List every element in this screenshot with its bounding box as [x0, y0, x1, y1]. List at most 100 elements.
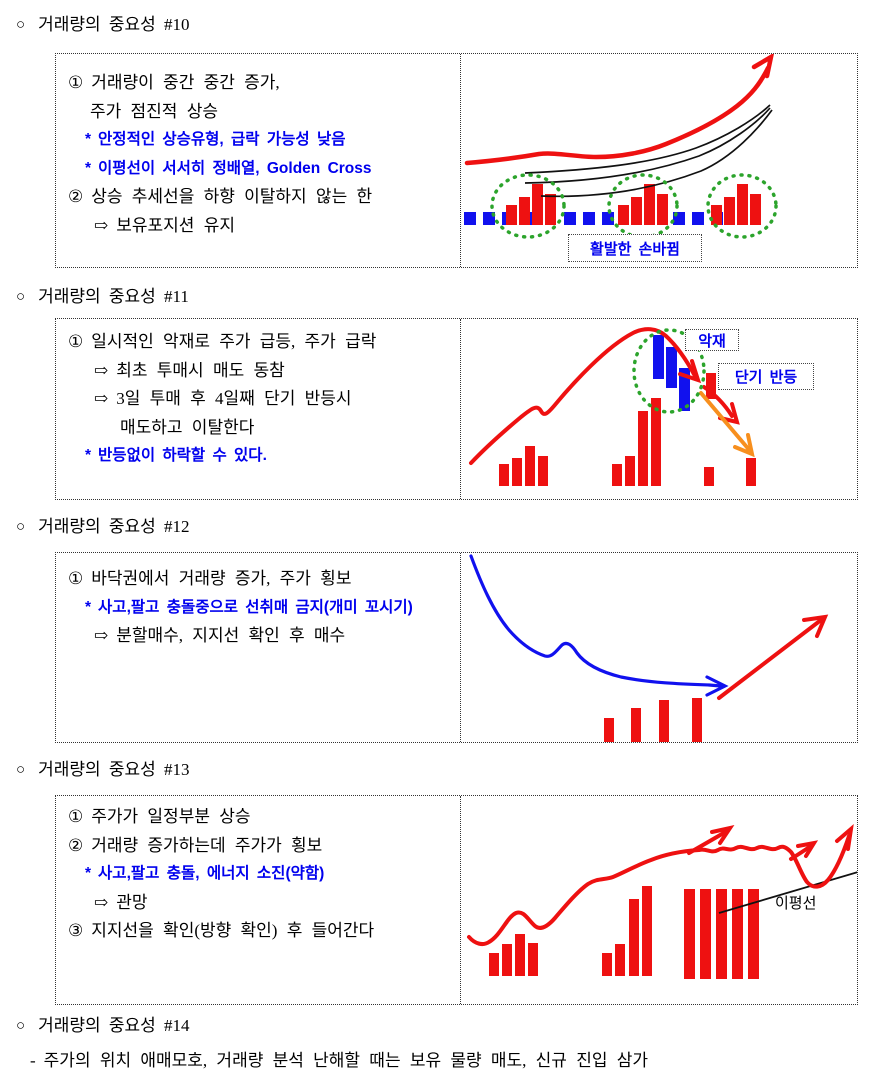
accumulation-circles [490, 173, 778, 239]
note-line: ② 상승 추세선을 하향 이탈하지 않는 한 [56, 183, 460, 212]
price-curve [469, 554, 729, 697]
price-curve [464, 54, 774, 166]
section-11-chart: 악재 단기 반등 [460, 319, 857, 499]
line-text: 최초 투매시 매도 동참 [116, 360, 285, 380]
circle-bullet-icon: ○ [16, 1018, 26, 1034]
circle-bullet-icon: ○ [16, 762, 26, 778]
line-marker: ① [68, 807, 84, 826]
line-text: 주가의 위치 애매모호, 거래량 분석 난해할 때는 보유 물량 매도, 신규 … [43, 1051, 649, 1070]
arrow-marker: ⇨ [94, 892, 109, 912]
section-12-chart [460, 553, 857, 742]
note-line: ⇨ 최초 투매시 매도 동참 [56, 357, 460, 386]
volume-bars [506, 184, 761, 225]
arrow-marker: ⇨ [94, 389, 109, 408]
arrow-marker: ⇨ [94, 626, 109, 645]
section-12-notes: ① 바닥권에서 거래량 증가, 주가 횡보 * 사고,팔고 충돌중으로 선취매 금지… [56, 553, 460, 742]
volume-bars [604, 698, 702, 742]
second-drop-arrow [702, 385, 734, 418]
section-13-header: ○ 거래량의 중요성 #13 [16, 760, 190, 781]
section-title: 거래량의 중요성 #10 [38, 15, 190, 34]
ma-line-annotation: 이평선 [775, 896, 817, 912]
note-line: * 사고,팔고 충돌중으로 선취매 금지(개미 꼬시기) [56, 594, 460, 623]
line-text: 상승 추세선을 하향 이탈하지 않는 한 [91, 187, 373, 206]
circle-bullet-icon: ○ [16, 17, 26, 33]
section-13-notes: ① 주가가 일정부분 상승 ② 거래량 증가하는데 주가가 횡보 * 사고,팔고 충돌… [56, 796, 460, 1004]
line-marker: ① [68, 73, 84, 92]
section-11-header: ○ 거래량의 중요성 #11 [16, 287, 189, 308]
breakout-arrow [717, 614, 829, 700]
note-line: ⇨ 관망 [56, 889, 460, 918]
arrow-marker: ⇨ [94, 215, 109, 235]
line-text: 반등없이 하락할 수 있다. [98, 447, 267, 464]
line-marker: ③ [68, 921, 84, 940]
line-text: 바닥권에서 거래량 증가, 주가 횡보 [91, 569, 352, 588]
line-text: 주가 점진적 상승 [90, 101, 218, 121]
branch-up-arrow [687, 829, 729, 855]
moving-average-line [718, 871, 857, 914]
short-rebound-annotation: 단기 반등 [718, 363, 814, 390]
active-trading-annotation: 활발한 손바뀜 [568, 234, 702, 262]
note-line: ⇨ 3일 투매 후 4일째 단기 반등시 [56, 385, 460, 414]
line-text: 3일 투매 후 4일째 단기 반등시 [116, 389, 352, 408]
note-line: ② 거래량 증가하는데 주가가 횡보 [56, 832, 460, 861]
section-11-panel: ① 일시적인 악재로 주가 급등, 주가 급락 ⇨ 최초 투매시 매도 동참 ⇨ 3일… [55, 318, 858, 500]
star-marker: * [85, 447, 92, 464]
rebound-bar [706, 373, 716, 399]
bad-news-circle [632, 328, 706, 414]
section-10-chart: 활발한 손바뀜 [460, 54, 857, 267]
section-10-notes: ① 거래량이 중간 중간 증가, 주가 점진적 상승 * 안정적인 상승유형, 급락… [56, 54, 460, 267]
star-marker: * [85, 598, 92, 616]
line-marker: ① [68, 332, 84, 351]
line-text: 거래량 증가하는데 주가가 횡보 [91, 835, 323, 855]
section-14-header: ○ 거래량의 중요성 #14 [16, 1016, 190, 1037]
line-text: 이평선이 서서히 정배열, Golden Cross [98, 159, 372, 177]
line-marker: ② [68, 187, 84, 206]
line-text: 보유포지션 유지 [116, 215, 235, 235]
note-line: ① 바닥권에서 거래량 증가, 주가 횡보 [56, 565, 460, 594]
line-text: 사고,팔고 충돌중으로 선취매 금지(개미 꼬시기) [98, 598, 413, 616]
decline-arrow [699, 391, 755, 458]
note-line: 주가 점진적 상승 [56, 98, 460, 127]
section-10-header: ○ 거래량의 중요성 #10 [16, 15, 190, 36]
spike-drop-sketch [469, 327, 756, 486]
line-text: 매도하고 이탈한다 [120, 417, 255, 437]
star-marker: * [85, 159, 92, 177]
line-text: 사고,팔고 충돌, 에너지 소진(약함) [98, 865, 325, 882]
line-text: 거래량이 중간 중간 증가, [91, 73, 280, 92]
final-up-arrowhead [835, 823, 854, 851]
note-line: ① 주가가 일정부분 상승 [56, 803, 460, 832]
section-title: 거래량의 중요성 #11 [38, 287, 189, 306]
star-marker: * [85, 865, 92, 882]
note-line: ① 거래량이 중간 중간 증가, [56, 69, 460, 98]
volume-bars [489, 886, 759, 979]
note-line: ① 일시적인 악재로 주가 급등, 주가 급락 [56, 328, 460, 357]
arrow-marker: ⇨ [94, 360, 109, 380]
bottoming-sketch [469, 554, 829, 742]
note-line: ⇨ 분할매수, 지지선 확인 후 매수 [56, 622, 460, 651]
moving-average-lines [524, 104, 773, 198]
price-curve [467, 823, 854, 947]
section-title: 거래량의 중요성 #13 [38, 760, 190, 779]
dash-marker: - [30, 1051, 36, 1070]
note-line: ⇨ 보유포지션 유지 [56, 212, 460, 241]
section-14-note: - 주가의 위치 애매모호, 거래량 분석 난해할 때는 보유 물량 매도, 신규… [30, 1046, 648, 1071]
rise-consolidate-sketch [467, 823, 857, 979]
bad-news-annotation: 악재 [685, 329, 739, 351]
circle-bullet-icon: ○ [16, 519, 26, 535]
star-marker: * [85, 131, 92, 148]
section-title: 거래량의 중요성 #12 [38, 517, 190, 536]
line-text: 안정적인 상승유형, 급락 가능성 낮음 [98, 131, 346, 148]
line-text: 주가가 일정부분 상승 [91, 807, 251, 826]
note-line: * 안정적인 상승유형, 급락 가능성 낮음 [56, 126, 460, 155]
section-13-chart: 이평선 [460, 796, 857, 1004]
volume-bars [499, 398, 756, 486]
note-line: 매도하고 이탈한다 [56, 414, 460, 443]
falling-candles [653, 335, 690, 411]
note-line: * 반등없이 하락할 수 있다. [56, 442, 460, 471]
up-arrowhead [751, 54, 774, 79]
down-arrowhead [678, 359, 702, 384]
section-12-header: ○ 거래량의 중요성 #12 [16, 517, 190, 538]
note-line: ③ 지지선을 확인(방향 확인) 후 들어간다 [56, 917, 460, 946]
line-marker: ② [68, 835, 84, 855]
